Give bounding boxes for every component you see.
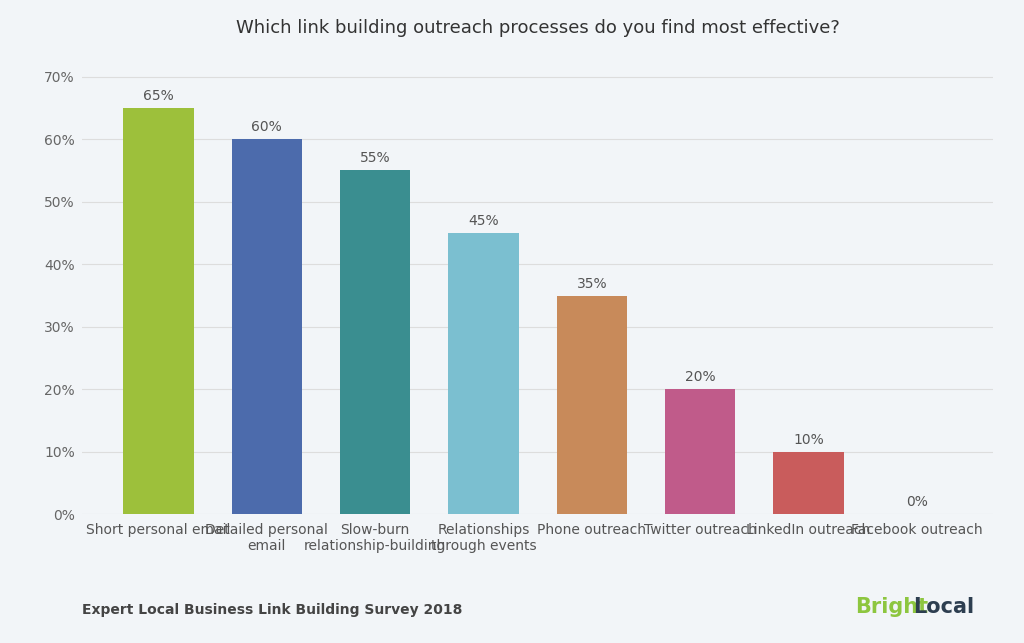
Text: 0%: 0%: [905, 495, 928, 509]
Text: Expert Local Business Link Building Survey 2018: Expert Local Business Link Building Surv…: [82, 603, 462, 617]
Text: 35%: 35%: [577, 276, 607, 291]
Bar: [123, 108, 194, 514]
Text: Bright: Bright: [855, 597, 928, 617]
Text: 20%: 20%: [685, 370, 716, 385]
Text: 65%: 65%: [143, 89, 174, 103]
Bar: [665, 389, 735, 514]
Bar: [231, 139, 302, 514]
Title: Which link building outreach processes do you find most effective?: Which link building outreach processes d…: [236, 19, 840, 37]
Text: Local: Local: [913, 597, 975, 617]
Bar: [449, 233, 518, 514]
Text: 55%: 55%: [359, 152, 390, 165]
Text: 10%: 10%: [793, 433, 823, 447]
Bar: [340, 170, 411, 514]
Bar: [557, 296, 627, 514]
Text: 60%: 60%: [252, 120, 283, 134]
Text: 45%: 45%: [468, 214, 499, 228]
Bar: [773, 452, 844, 514]
